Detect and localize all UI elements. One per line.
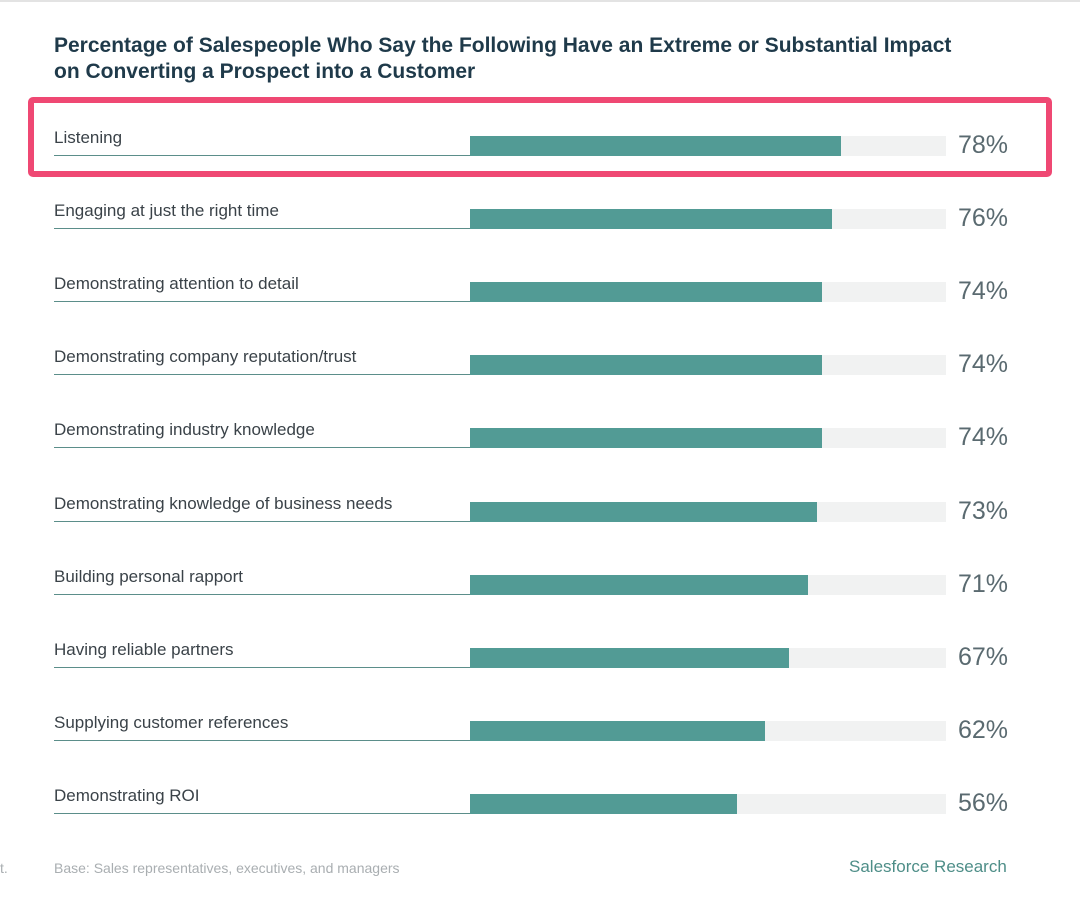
bar-label-underline <box>54 374 470 376</box>
bar-row: Listening 78% <box>0 128 1080 188</box>
bar-value-label: 71% <box>958 569 1009 598</box>
bar-label: Demonstrating ROI <box>54 785 200 805</box>
bar-label: Building personal rapport <box>54 566 244 586</box>
bar-value-label: 62% <box>958 715 1009 744</box>
bar <box>470 574 808 595</box>
source-credit: Salesforce Research <box>849 857 1007 876</box>
bar <box>470 793 737 814</box>
bar-track <box>470 428 946 449</box>
bar-label: Having reliable partners <box>54 639 234 659</box>
bar-track <box>470 501 946 522</box>
bar <box>470 282 823 303</box>
bar-track <box>470 793 946 814</box>
bar-track <box>470 136 946 156</box>
bar-label-underline <box>54 812 470 814</box>
bar-label-underline <box>54 228 470 230</box>
bar-label: Supplying customer references <box>54 712 289 732</box>
bar-row: Demonstrating attention to detail 74% <box>0 274 1080 334</box>
bar-label-underline <box>54 593 470 595</box>
bar-track <box>470 355 946 376</box>
bar-value-label: 56% <box>958 788 1009 817</box>
bar-row: Building personal rapport 71% <box>0 567 1080 627</box>
bar-track <box>470 720 946 741</box>
bar-value-label: 78% <box>958 131 1009 159</box>
bar <box>470 209 832 230</box>
top-divider <box>0 0 1080 2</box>
bar-row: Demonstrating industry knowledge 74% <box>0 420 1080 480</box>
bar <box>470 720 766 741</box>
bar-label: Demonstrating attention to detail <box>54 274 299 294</box>
bar-value-label: 67% <box>958 642 1009 671</box>
bar-label-underline <box>54 520 470 522</box>
chart-title: Percentage of Salespeople Who Say the Fo… <box>54 34 952 83</box>
bar-value-label: 74% <box>958 423 1009 452</box>
highlight-box-listening <box>28 97 1052 177</box>
bar-row: Demonstrating knowledge of business need… <box>0 494 1080 554</box>
bar <box>470 355 823 376</box>
bar-row: Demonstrating ROI 56% <box>0 786 1080 846</box>
bar-label-underline <box>54 155 470 156</box>
bar-label: Engaging at just the right time <box>54 201 279 221</box>
bar-row: Demonstrating company reputation/trust 74… <box>0 347 1080 407</box>
bar <box>470 428 823 449</box>
bar <box>470 501 818 522</box>
bar-value-label: 74% <box>958 277 1009 306</box>
bar-row: Having reliable partners 67% <box>0 640 1080 700</box>
bar <box>470 136 842 156</box>
bar-row: Supplying customer references 62% <box>0 713 1080 773</box>
bar <box>470 647 789 668</box>
bar-label: Listening <box>54 128 123 147</box>
bar-value-label: 74% <box>958 350 1009 379</box>
bar-label: Demonstrating industry knowledge <box>54 420 315 440</box>
bar-label-underline <box>54 666 470 668</box>
base-note: Base: Sales representatives, executives,… <box>54 860 400 876</box>
bar-track <box>470 209 946 230</box>
bar-value-label: 73% <box>958 496 1009 525</box>
bar-value-label: 76% <box>958 204 1009 233</box>
bar-label: Demonstrating knowledge of business need… <box>54 493 393 513</box>
footnote-edge-fragment: t. <box>0 860 8 876</box>
bar-track <box>470 647 946 668</box>
bar-label-underline <box>54 301 470 303</box>
bar-track <box>470 574 946 595</box>
bar-label: Demonstrating company reputation/trust <box>54 347 357 367</box>
bar-label-underline <box>54 447 470 449</box>
bar-track <box>470 282 946 303</box>
bar-row: Engaging at just the right time 76% <box>0 201 1080 261</box>
bar-label-underline <box>54 739 470 741</box>
